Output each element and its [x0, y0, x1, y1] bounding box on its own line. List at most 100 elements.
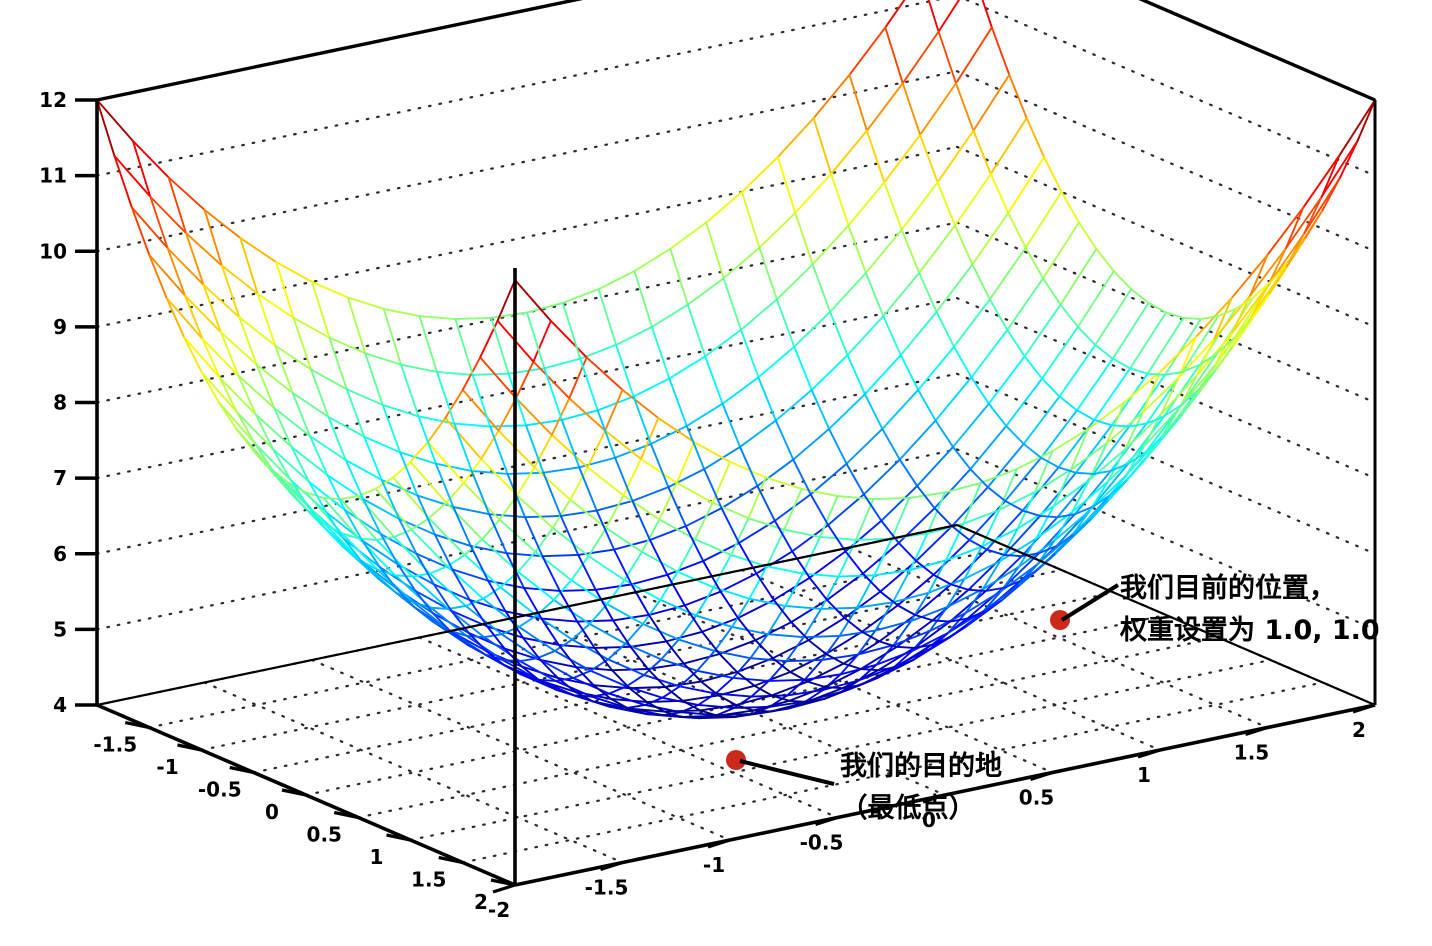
- mesh-segment: [703, 468, 723, 510]
- mesh-segment: [891, 591, 930, 604]
- mesh-segment: [1015, 450, 1054, 471]
- mesh-segment: [483, 633, 503, 639]
- mesh-segment: [755, 572, 775, 601]
- mesh-segment: [824, 686, 844, 690]
- mesh-segment: [686, 303, 707, 358]
- mesh-segment: [1076, 325, 1097, 346]
- mesh-segment: [808, 576, 829, 601]
- mesh-segment: [255, 363, 276, 409]
- mesh-segment: [749, 633, 769, 660]
- mesh-segment: [945, 522, 965, 562]
- mesh-segment: [183, 336, 221, 379]
- mesh-segment: [998, 490, 1037, 511]
- mesh-segment: [1075, 409, 1096, 421]
- mesh-segment: [1006, 328, 1026, 358]
- mesh-segment: [256, 292, 295, 319]
- mesh-segment: [860, 630, 881, 643]
- mesh-segment: [540, 617, 579, 623]
- mesh-segment: [409, 441, 429, 463]
- mesh-segment: [908, 491, 946, 499]
- mesh-segment: [736, 671, 756, 687]
- mesh-segment: [786, 689, 825, 697]
- mesh-segment: [739, 445, 759, 487]
- mesh-segment: [914, 614, 934, 622]
- mesh-segment: [560, 418, 581, 469]
- mesh-segment: [842, 640, 881, 665]
- mesh-segment: [343, 508, 382, 535]
- mesh-segment: [540, 617, 560, 646]
- mesh-segment: [1129, 311, 1167, 370]
- mesh-segment: [632, 395, 652, 445]
- mesh-segment: [290, 445, 310, 483]
- mesh-segment: [1006, 277, 1045, 331]
- mesh-segment: [445, 481, 465, 504]
- mesh-segment: [667, 468, 706, 489]
- mesh-segment: [432, 583, 453, 612]
- mesh-segment: [400, 363, 438, 373]
- mesh-segment: [130, 206, 151, 256]
- mesh-segment: [165, 297, 204, 340]
- mesh-segment: [915, 560, 935, 576]
- mesh-segment: [452, 505, 491, 516]
- tick-mark: [490, 878, 516, 887]
- mesh-segment: [597, 288, 618, 346]
- tick-label: 0.5: [307, 823, 342, 847]
- mesh-segment: [611, 669, 631, 690]
- mesh-segment: [967, 588, 987, 592]
- mesh-segment: [963, 545, 983, 580]
- mesh-segment: [859, 645, 898, 670]
- mesh-segment: [716, 714, 736, 718]
- mesh-segment: [435, 370, 456, 425]
- mesh-segment: [658, 518, 697, 541]
- mesh-segment: [381, 403, 402, 454]
- mesh-segment: [681, 699, 702, 712]
- mesh-segment: [821, 635, 841, 661]
- mesh-segment: [862, 458, 901, 496]
- mesh-segment: [679, 704, 700, 714]
- mesh-segment: [705, 190, 743, 224]
- mesh-segment: [926, 491, 946, 535]
- mesh-segment: [536, 650, 556, 660]
- mesh-segment: [449, 630, 469, 646]
- mesh-segment: [794, 211, 814, 266]
- mesh-segment: [931, 619, 951, 623]
- mesh-segment: [1088, 448, 1127, 481]
- mesh-segment: [756, 458, 795, 487]
- mesh-segment: [676, 538, 697, 573]
- mesh-segment: [362, 498, 401, 520]
- mesh-segment: [113, 154, 133, 209]
- mesh-segment: [396, 588, 416, 609]
- mesh-segment: [1252, 280, 1272, 299]
- mesh-segment: [793, 310, 832, 348]
- mesh-segment: [519, 657, 539, 663]
- mesh-segment: [292, 316, 312, 371]
- mesh-segment: [415, 552, 435, 586]
- mesh-segment: [1163, 403, 1183, 418]
- mesh-segment: [360, 559, 380, 580]
- mesh-segment: [820, 575, 840, 610]
- mesh-segment: [628, 686, 667, 690]
- mesh-segment: [1109, 462, 1130, 472]
- mesh-segment: [999, 537, 1038, 562]
- mesh-segment: [969, 424, 1008, 471]
- mesh-segment: [307, 505, 327, 530]
- mesh-segment: [597, 270, 636, 291]
- mesh-segment: [486, 625, 506, 650]
- mesh-segment: [608, 685, 628, 695]
- mesh-segment: [1266, 206, 1305, 256]
- mesh-segment: [1111, 357, 1132, 370]
- mesh-segment: [951, 525, 971, 541]
- mesh-segment: [741, 156, 779, 193]
- mesh-segment: [665, 630, 704, 643]
- mesh-segment: [344, 459, 383, 481]
- mesh-segment: [988, 298, 1009, 331]
- mesh-segment: [675, 441, 696, 484]
- mesh-segment: [680, 716, 701, 720]
- mesh-segment: [538, 679, 558, 691]
- tick-mark: [922, 793, 946, 804]
- mesh-segment: [739, 419, 777, 448]
- mesh-segment: [587, 555, 626, 582]
- mesh-segment: [1107, 474, 1128, 501]
- tick-label: 1: [1137, 763, 1151, 787]
